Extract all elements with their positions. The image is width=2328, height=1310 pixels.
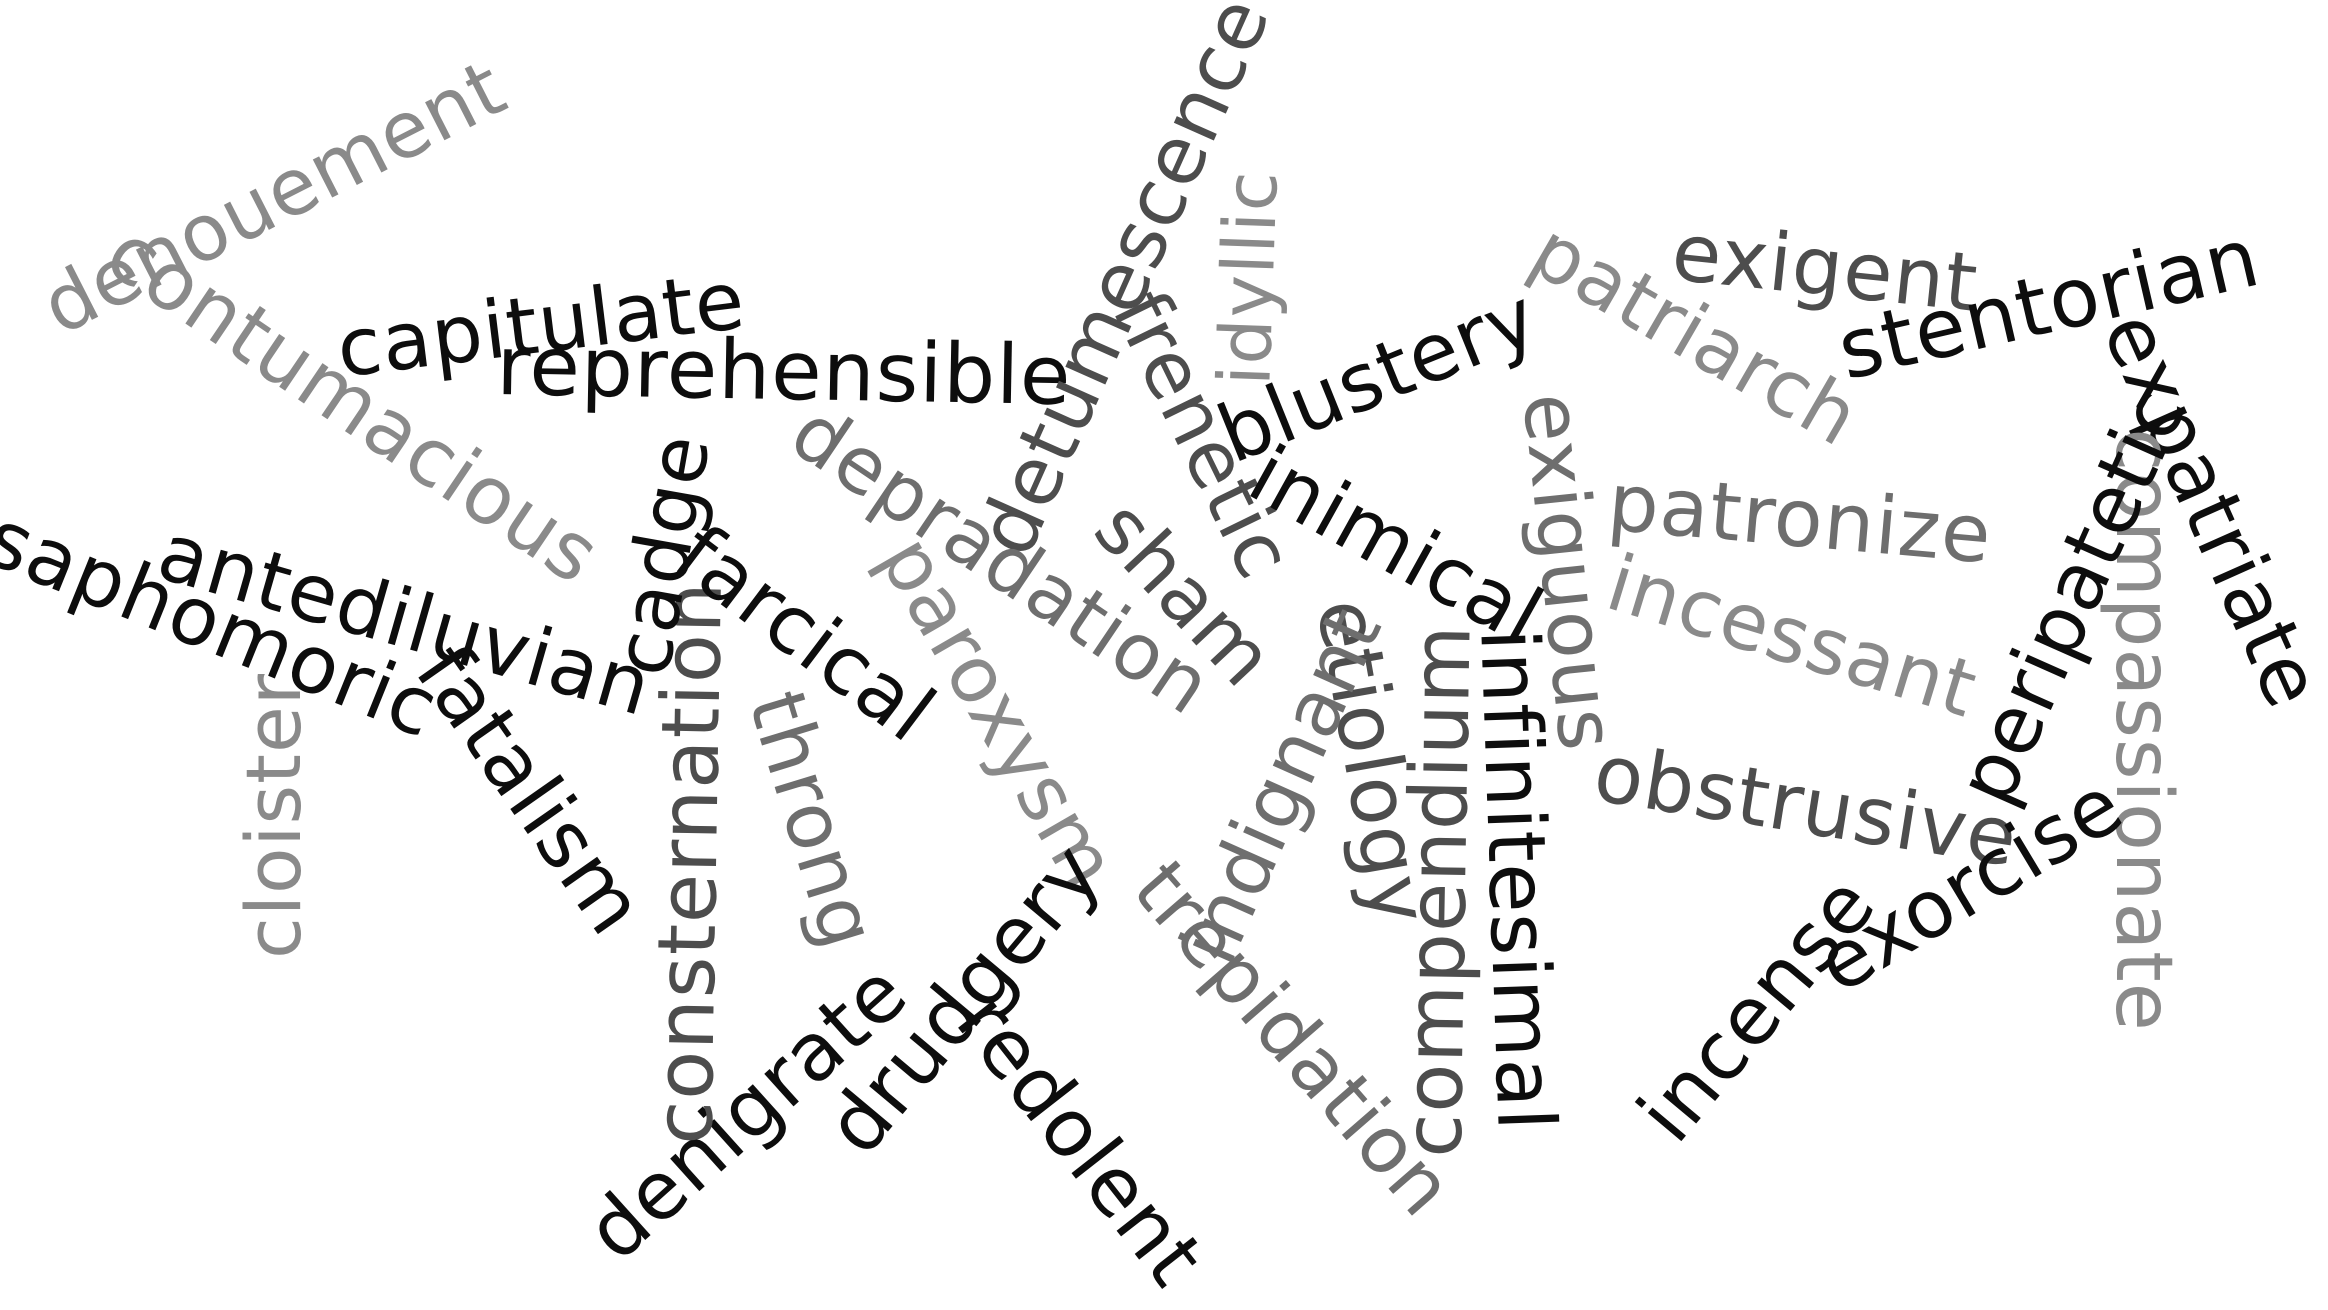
- word-redolent: redolent: [938, 976, 1223, 1303]
- word-idyllic: idyllic: [1202, 169, 1294, 387]
- word-cloister: cloister: [229, 673, 318, 959]
- word-reprehensible: reprehensible: [495, 318, 1073, 425]
